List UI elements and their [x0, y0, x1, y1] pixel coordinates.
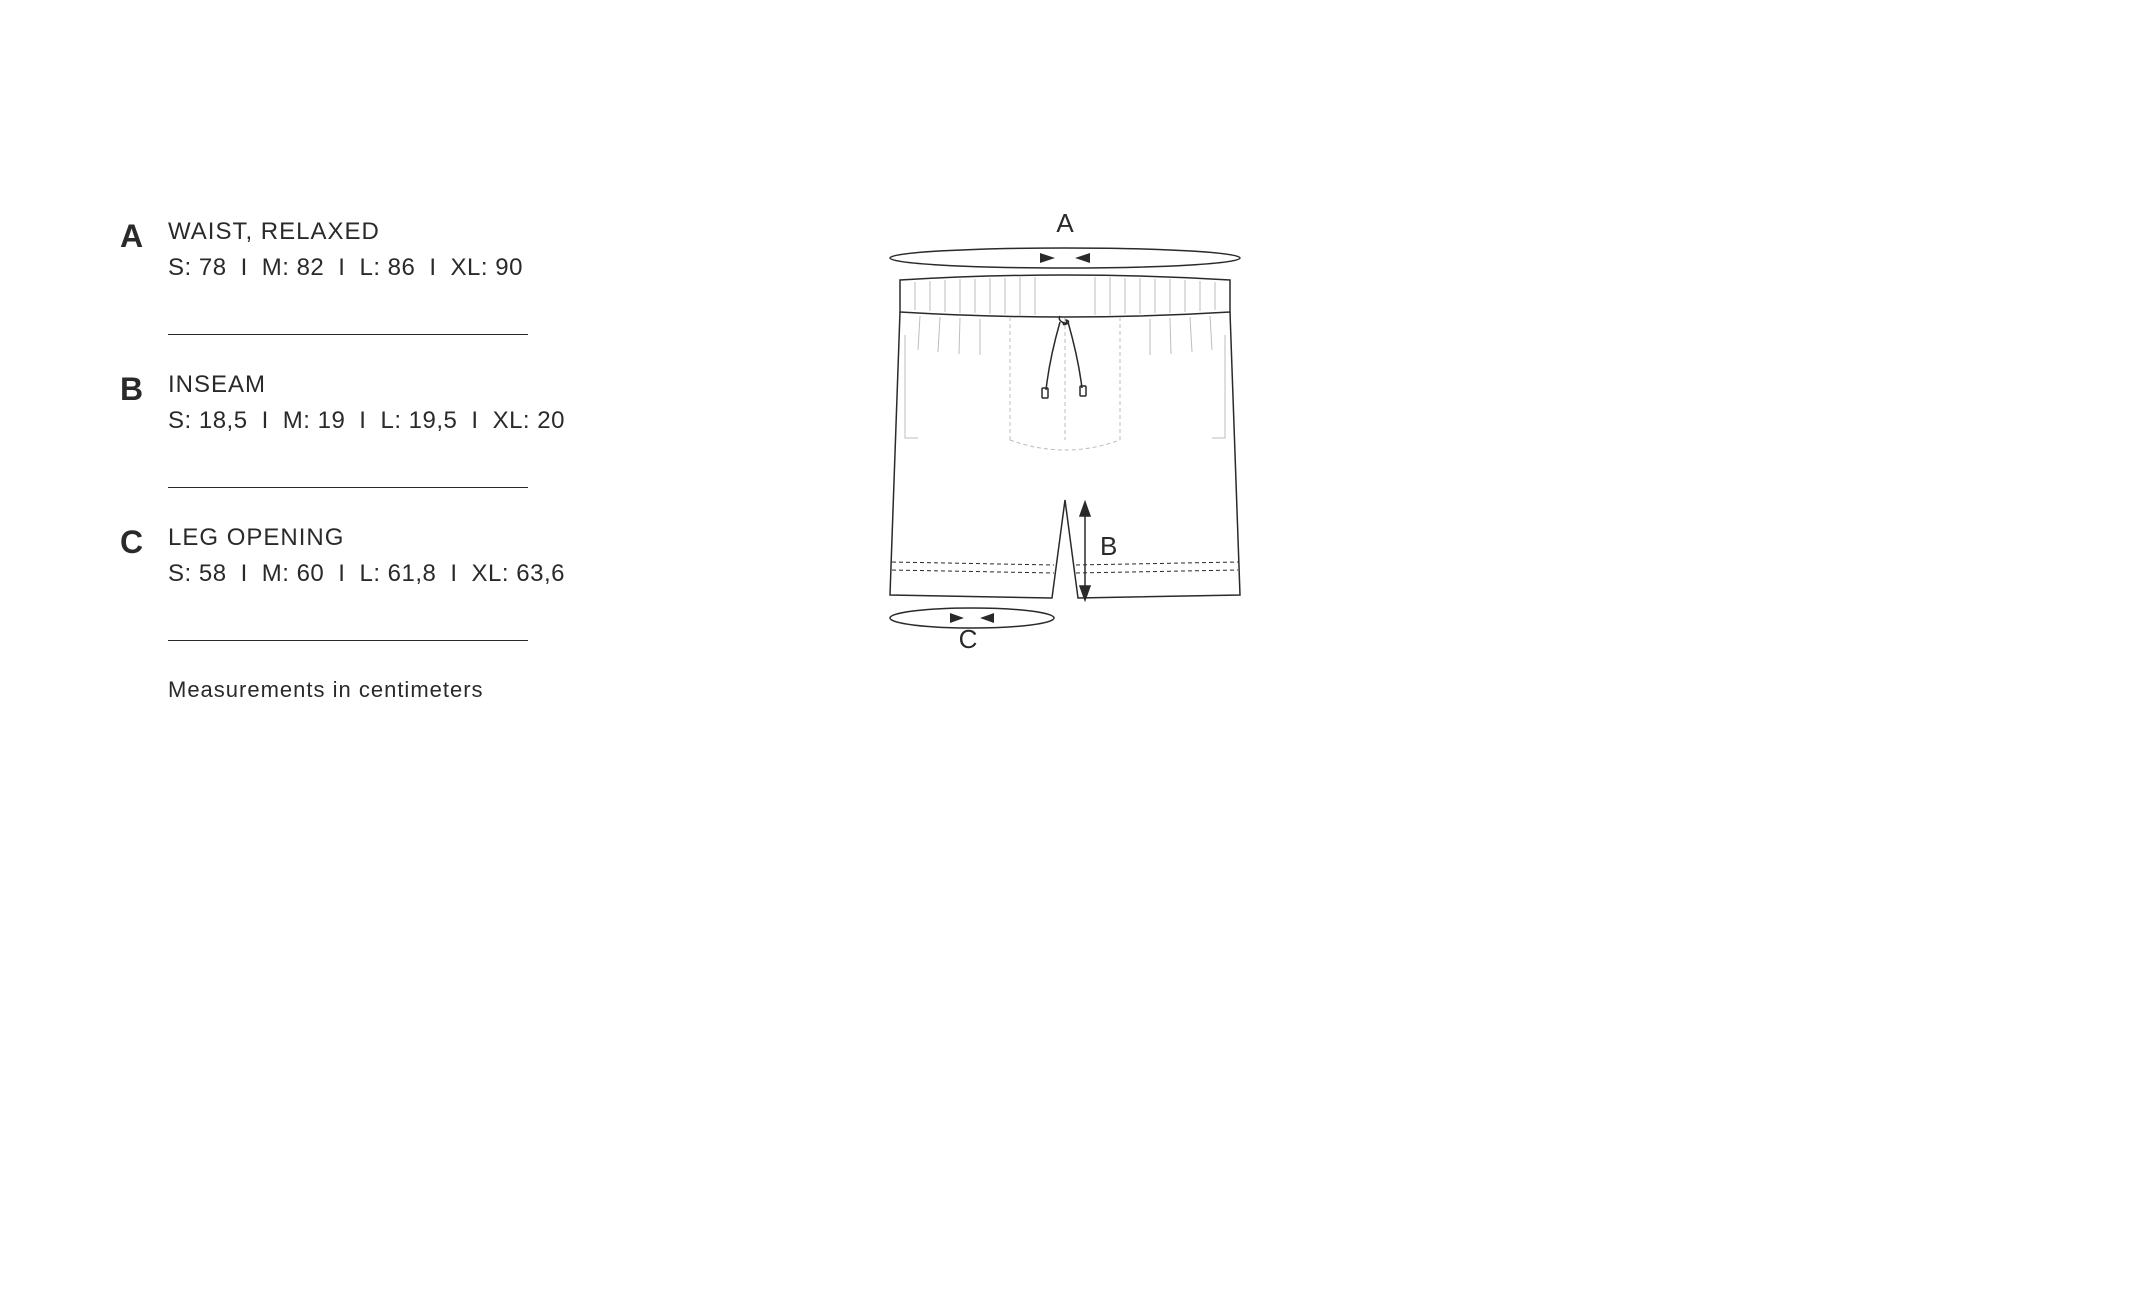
size-m: M: 60: [262, 560, 325, 587]
diagram-label-a: A: [1056, 208, 1074, 238]
diagram-label-c: C: [959, 624, 978, 654]
measurement-title: WAIST, RELAXED: [168, 218, 640, 246]
size-s: S: 18,5: [168, 407, 248, 434]
units-note: Measurements in centimeters: [168, 677, 640, 703]
shorts-diagram: A: [860, 200, 1280, 680]
measurement-letter: B: [120, 371, 168, 408]
divider: [168, 334, 528, 335]
size-s: S: 78: [168, 254, 227, 281]
diagram-label-b: B: [1100, 531, 1117, 561]
measurement-letter: A: [120, 218, 168, 255]
measurement-values: S: 58IM: 60IL: 61,8IXL: 63,6: [168, 560, 640, 588]
size-m: M: 19: [283, 407, 346, 434]
size-xl: XL: 63,6: [472, 560, 565, 587]
size-l: L: 61,8: [359, 560, 436, 587]
measurement-letter: C: [120, 524, 168, 561]
measurement-list: A WAIST, RELAXED S: 78IM: 82IL: 86IXL: 9…: [120, 218, 640, 703]
waistband-icon: [900, 275, 1230, 317]
size-xl: XL: 90: [451, 254, 523, 281]
drawstring-icon: [1042, 316, 1086, 398]
size-l: L: 86: [359, 254, 415, 281]
measurement-title: LEG OPENING: [168, 524, 640, 552]
divider: [168, 487, 528, 488]
size-m: M: 82: [262, 254, 325, 281]
measurement-title: INSEAM: [168, 371, 640, 399]
divider: [168, 640, 528, 641]
size-s: S: 58: [168, 560, 227, 587]
measurement-values: S: 18,5IM: 19IL: 19,5IXL: 20: [168, 407, 640, 435]
waist-ellipse-icon: [890, 248, 1240, 268]
size-xl: XL: 20: [493, 407, 565, 434]
measurement-values: S: 78IM: 82IL: 86IXL: 90: [168, 254, 640, 282]
measurement-b: B INSEAM S: 18,5IM: 19IL: 19,5IXL: 20: [120, 371, 640, 467]
measurement-a: A WAIST, RELAXED S: 78IM: 82IL: 86IXL: 9…: [120, 218, 640, 314]
inseam-arrow-icon: [1080, 502, 1090, 600]
size-l: L: 19,5: [380, 407, 457, 434]
measurement-c: C LEG OPENING S: 58IM: 60IL: 61,8IXL: 63…: [120, 524, 640, 620]
